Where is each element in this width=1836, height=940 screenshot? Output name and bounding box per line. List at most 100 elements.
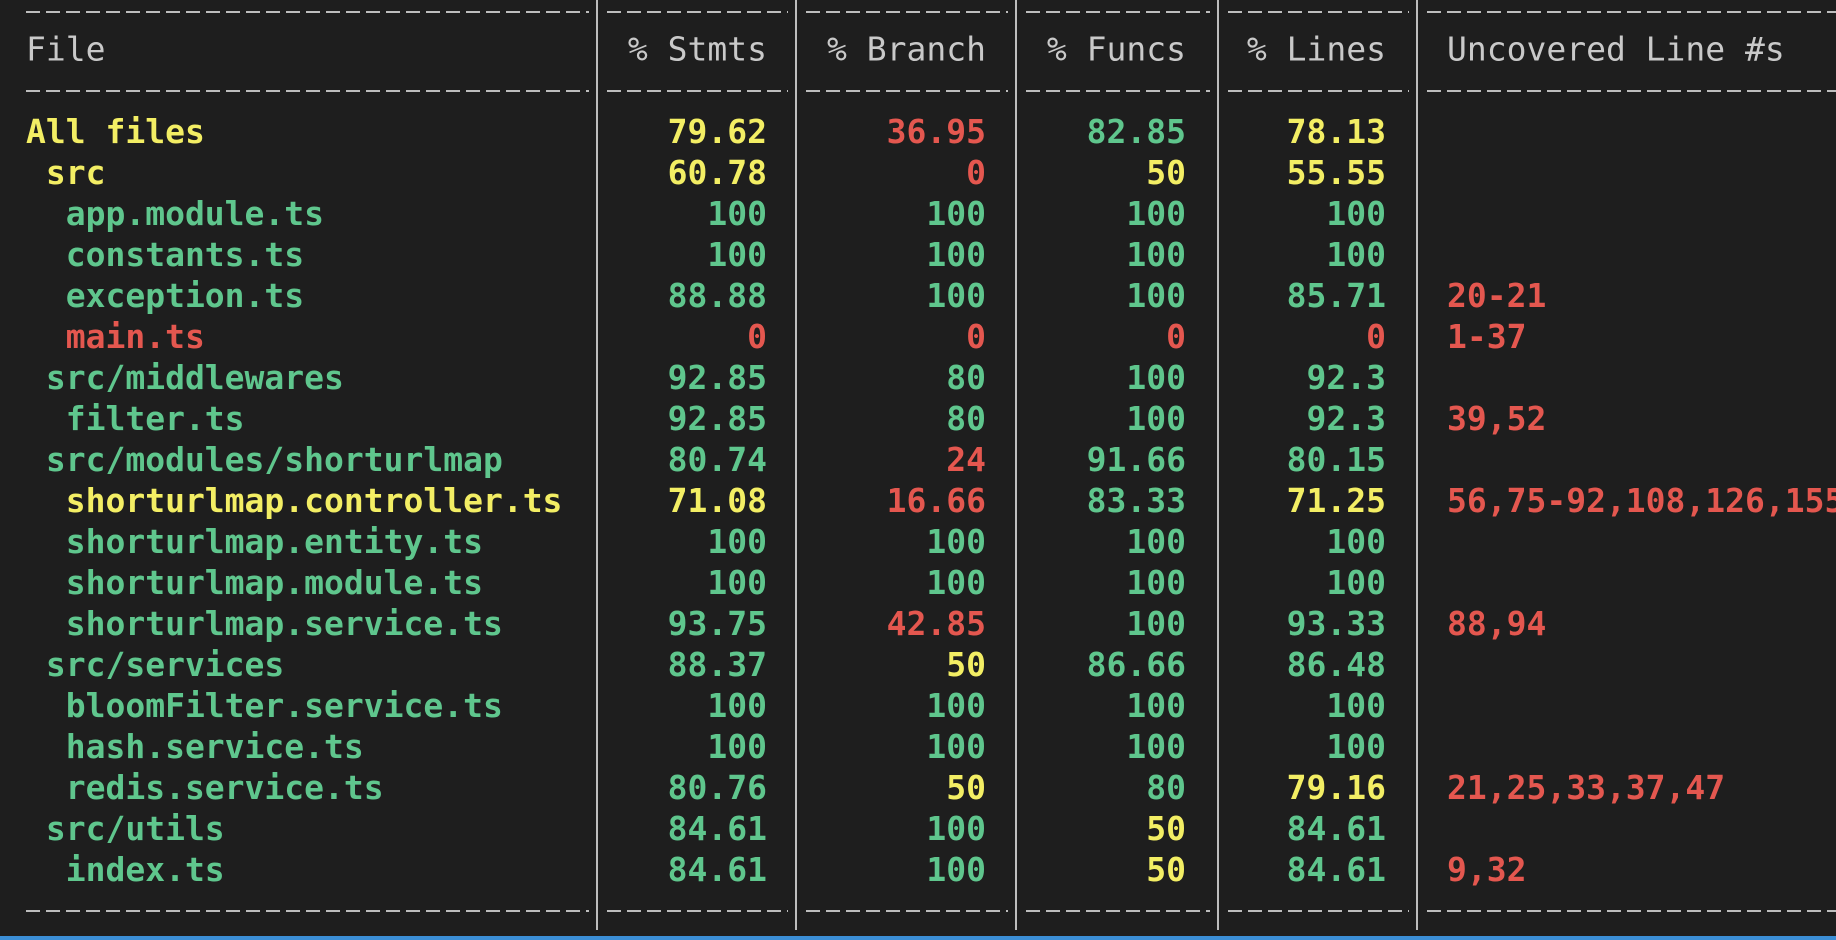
file-name: shorturlmap.controller.ts: [26, 481, 562, 520]
file-name: exception.ts: [26, 276, 304, 315]
panel-border: [0, 936, 1836, 940]
coverage-value: 100: [926, 522, 986, 561]
coverage-value: 86.66: [1087, 645, 1186, 684]
coverage-value: 100: [707, 235, 767, 274]
coverage-value: 100: [1326, 727, 1386, 766]
file-name: src/services: [26, 645, 284, 684]
coverage-value: 91.66: [1087, 440, 1186, 479]
coverage-value: 83.33: [1087, 481, 1186, 520]
coverage-value: 100: [1126, 276, 1186, 315]
coverage-value: 100: [1126, 399, 1186, 438]
header-cell: File: [26, 30, 105, 69]
coverage-value: 100: [1126, 358, 1186, 397]
uncovered-lines: 9,32: [1447, 850, 1526, 889]
coverage-value: 100: [1326, 686, 1386, 725]
coverage-value: 100: [1126, 727, 1186, 766]
coverage-value: 100: [1326, 194, 1386, 233]
coverage-value: 50: [1146, 153, 1186, 192]
coverage-value: 50: [946, 768, 986, 807]
coverage-value: 85.71: [1287, 276, 1386, 315]
file-name: All files: [26, 112, 205, 151]
coverage-value: 0: [1166, 317, 1186, 356]
coverage-value: 80: [1146, 768, 1186, 807]
coverage-value: 100: [707, 522, 767, 561]
coverage-value: 84.61: [668, 850, 767, 889]
coverage-value: 80.76: [668, 768, 767, 807]
coverage-value: 100: [1126, 604, 1186, 643]
coverage-value: 100: [926, 727, 986, 766]
file-name: src/middlewares: [26, 358, 344, 397]
coverage-value: 84.61: [1287, 809, 1386, 848]
uncovered-lines: 1-37: [1447, 317, 1526, 356]
uncovered-lines: 56,75-92,108,126,155: [1447, 481, 1836, 520]
coverage-value: 0: [966, 317, 986, 356]
coverage-value: 0: [966, 153, 986, 192]
coverage-value: 92.85: [668, 399, 767, 438]
coverage-value: 100: [1126, 686, 1186, 725]
coverage-value: 100: [926, 276, 986, 315]
coverage-value: 84.61: [668, 809, 767, 848]
coverage-value: 50: [946, 645, 986, 684]
coverage-value: 50: [1146, 850, 1186, 889]
uncovered-lines: 20-21: [1447, 276, 1546, 315]
coverage-value: 100: [926, 563, 986, 602]
header-cell: % Lines: [1247, 30, 1386, 69]
coverage-value: 100: [926, 686, 986, 725]
coverage-value: 93.33: [1287, 604, 1386, 643]
file-name: src: [26, 153, 105, 192]
file-name: hash.service.ts: [26, 727, 364, 766]
file-name: src/utils: [26, 809, 225, 848]
coverage-value: 0: [747, 317, 767, 356]
file-name: shorturlmap.entity.ts: [26, 522, 483, 561]
coverage-value: 92.3: [1307, 399, 1386, 438]
coverage-value: 79.62: [668, 112, 767, 151]
file-name: constants.ts: [26, 235, 304, 274]
coverage-value: 93.75: [668, 604, 767, 643]
file-name: filter.ts: [26, 399, 245, 438]
file-name: main.ts: [26, 317, 205, 356]
coverage-value: 100: [926, 194, 986, 233]
file-name: shorturlmap.service.ts: [26, 604, 503, 643]
coverage-value: 100: [1326, 235, 1386, 274]
coverage-value: 80: [946, 358, 986, 397]
coverage-value: 16.66: [887, 481, 986, 520]
coverage-value: 86.48: [1287, 645, 1386, 684]
coverage-value: 100: [926, 809, 986, 848]
coverage-value: 80.74: [668, 440, 767, 479]
coverage-value: 36.95: [887, 112, 986, 151]
coverage-value: 0: [1366, 317, 1386, 356]
uncovered-lines: 39,52: [1447, 399, 1546, 438]
coverage-value: 42.85: [887, 604, 986, 643]
coverage-value: 88.37: [668, 645, 767, 684]
coverage-value: 24: [946, 440, 986, 479]
coverage-value: 88.88: [668, 276, 767, 315]
coverage-value: 92.85: [668, 358, 767, 397]
file-name: shorturlmap.module.ts: [26, 563, 483, 602]
coverage-value: 100: [1326, 522, 1386, 561]
coverage-value: 60.78: [668, 153, 767, 192]
coverage-value: 100: [1126, 235, 1186, 274]
header-cell: % Stmts: [628, 30, 767, 69]
coverage-value: 50: [1146, 809, 1186, 848]
header-cell: % Funcs: [1047, 30, 1186, 69]
coverage-value: 100: [1126, 522, 1186, 561]
coverage-value: 100: [1126, 563, 1186, 602]
file-name: index.ts: [26, 850, 225, 889]
uncovered-lines: 88,94: [1447, 604, 1546, 643]
coverage-value: 71.25: [1287, 481, 1386, 520]
coverage-value: 92.3: [1307, 358, 1386, 397]
coverage-value: 100: [926, 850, 986, 889]
coverage-value: 100: [707, 727, 767, 766]
file-name: redis.service.ts: [26, 768, 384, 807]
header-cell: Uncovered Line #s: [1447, 30, 1785, 69]
file-name: bloomFilter.service.ts: [26, 686, 503, 725]
coverage-value: 78.13: [1287, 112, 1386, 151]
uncovered-lines: 21,25,33,37,47: [1447, 768, 1725, 807]
coverage-value: 80.15: [1287, 440, 1386, 479]
coverage-value: 82.85: [1087, 112, 1186, 151]
coverage-value: 100: [707, 686, 767, 725]
coverage-value: 79.16: [1287, 768, 1386, 807]
file-name: app.module.ts: [26, 194, 324, 233]
